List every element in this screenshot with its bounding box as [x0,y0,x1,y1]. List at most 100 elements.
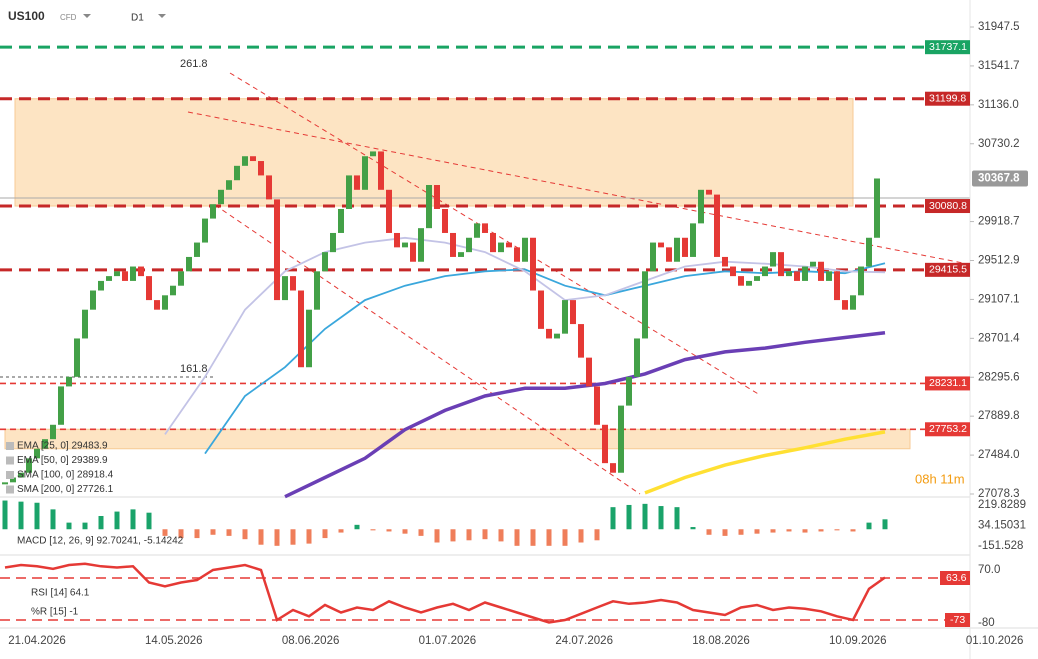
candle [170,285,176,296]
dropdown[interactable] [83,14,91,18]
price-tag [972,170,1028,187]
candle [346,175,352,209]
candle [82,309,88,339]
level-tag [925,91,970,106]
macd-bar [674,507,680,530]
ma-line [204,262,886,455]
macd-bar [18,501,24,530]
candle [538,290,544,329]
candle [314,271,320,310]
macd-bar [290,529,296,545]
candle [370,151,376,157]
candle [154,300,160,310]
candle [10,477,16,483]
macd-bar [834,529,840,531]
candle [634,338,640,377]
macd-bar [434,529,440,543]
candle [658,242,664,248]
macd-bar [642,503,648,530]
dropdown[interactable] [158,14,166,18]
macd-bar [690,527,696,530]
candle [802,266,808,281]
candle [650,242,656,272]
level-tag [925,376,970,391]
macd-bar [146,512,152,530]
macd-bar [66,522,72,530]
symbol[interactable]: US100 [8,9,45,23]
candle [794,271,800,281]
level-label: 27753.2 [929,423,967,435]
candle [746,280,752,286]
candle [106,276,112,281]
candle [474,223,480,238]
macd-bar [802,529,808,533]
macd-bar [82,522,88,530]
candle [602,424,608,464]
macd-bar [626,504,632,530]
candle [442,208,448,233]
x-tick-label: 24.07.2026 [555,635,613,647]
trendline [187,111,969,265]
x-tick-label: 08.06.2026 [282,635,340,647]
macd-bar [226,529,232,536]
candle [258,161,264,176]
macd-bar [786,529,792,532]
level-tag [940,571,970,585]
macd-bar [578,529,584,543]
macd-bar [562,529,568,546]
candle [610,463,616,473]
candle [642,271,648,339]
y-tick-label: 29512.9 [978,255,1020,267]
candle [322,252,328,272]
x-tick-label: 10.09.2026 [829,635,887,647]
candle [26,458,32,473]
y-tick-label: 31136.0 [978,99,1019,111]
candle [754,276,760,281]
candle [282,276,288,301]
candle [866,237,872,267]
level-label: 31737.1 [929,41,967,53]
candle [778,252,784,277]
legend-icon [6,485,14,494]
macd-bar [530,529,536,546]
candle [58,386,64,425]
candle [2,482,8,485]
candle [594,386,600,425]
legend-entry: SMA [100, 0] 28918.4 [17,470,114,481]
macd-bar [194,529,200,539]
legend-entry: EMA [25, 0] 29483.9 [17,441,108,452]
macd-bar [482,529,488,540]
macd-bar [130,509,136,530]
macd-bar [370,529,376,531]
candle [786,271,792,277]
candle [698,189,704,224]
candle [714,194,720,257]
candle [402,242,408,248]
candle [74,338,80,377]
rsi-level-label: -73 [950,614,965,626]
level-tag [925,262,970,277]
candle [42,439,48,449]
y-tick-label: 28701.4 [978,332,1020,344]
y-tick-label: -151.528 [978,540,1023,552]
macd-bar [98,515,104,530]
candle [434,185,440,209]
macd-bar [546,529,552,546]
candle [626,376,632,406]
candle [682,237,688,257]
candle [530,237,536,291]
legend-icon [6,456,14,465]
candle [66,376,72,387]
macd-bar [850,529,856,532]
zone [4,428,911,450]
macd-bar [34,502,40,530]
timeframe[interactable]: D1 [131,13,144,24]
candle [114,271,120,277]
fib-label: 161.8 [180,363,208,375]
candle [266,175,272,200]
ma-line [164,236,886,435]
y-tick-label: 31947.5 [978,21,1020,33]
candle [730,266,736,277]
candle [722,256,728,267]
candle [506,242,512,248]
